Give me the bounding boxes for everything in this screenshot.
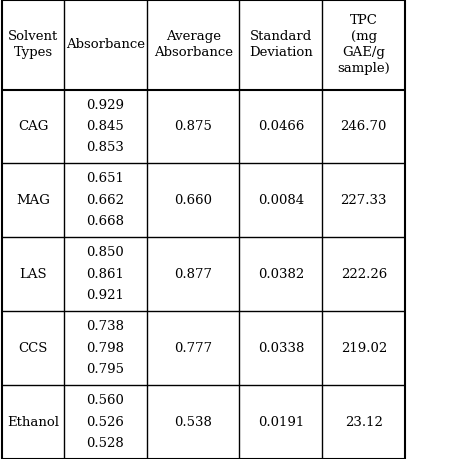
Text: 0.528: 0.528 bbox=[87, 437, 124, 450]
Text: 0.0084: 0.0084 bbox=[258, 194, 304, 207]
Text: 23.12: 23.12 bbox=[345, 415, 383, 429]
Text: 0.0191: 0.0191 bbox=[258, 415, 304, 429]
Text: 0.798: 0.798 bbox=[86, 341, 125, 355]
Text: MAG: MAG bbox=[16, 194, 50, 207]
Text: Ethanol: Ethanol bbox=[7, 415, 59, 429]
Text: 0.921: 0.921 bbox=[87, 289, 124, 302]
Text: TPC
(mg
GAE/g
sample): TPC (mg GAE/g sample) bbox=[337, 14, 390, 75]
Text: 222.26: 222.26 bbox=[341, 268, 387, 281]
Text: 0.795: 0.795 bbox=[86, 363, 125, 376]
Text: 0.845: 0.845 bbox=[87, 120, 124, 133]
Text: 0.660: 0.660 bbox=[174, 194, 212, 207]
Text: 219.02: 219.02 bbox=[341, 341, 387, 355]
Text: 0.668: 0.668 bbox=[86, 215, 125, 228]
Text: Standard
Deviation: Standard Deviation bbox=[249, 30, 313, 59]
Text: CCS: CCS bbox=[18, 341, 48, 355]
Text: LAS: LAS bbox=[19, 268, 47, 281]
Text: Absorbance: Absorbance bbox=[66, 38, 145, 51]
Text: 0.875: 0.875 bbox=[174, 120, 212, 133]
Text: 227.33: 227.33 bbox=[340, 194, 387, 207]
Text: 0.0382: 0.0382 bbox=[258, 268, 304, 281]
Text: Solvent
Types: Solvent Types bbox=[8, 30, 58, 59]
Text: 0.560: 0.560 bbox=[87, 394, 124, 407]
Text: 0.929: 0.929 bbox=[86, 99, 125, 112]
Text: 0.662: 0.662 bbox=[86, 194, 125, 207]
Text: 0.526: 0.526 bbox=[87, 415, 124, 429]
Text: 0.538: 0.538 bbox=[174, 415, 212, 429]
Text: 246.70: 246.70 bbox=[341, 120, 387, 133]
Text: CAG: CAG bbox=[18, 120, 48, 133]
Text: 0.777: 0.777 bbox=[174, 341, 212, 355]
Text: 0.651: 0.651 bbox=[87, 173, 124, 185]
Text: 0.861: 0.861 bbox=[87, 268, 124, 281]
Text: 0.738: 0.738 bbox=[86, 320, 125, 333]
Text: 0.853: 0.853 bbox=[87, 141, 124, 154]
Text: Average
Absorbance: Average Absorbance bbox=[154, 30, 233, 59]
Text: 0.850: 0.850 bbox=[87, 246, 124, 259]
Text: 0.877: 0.877 bbox=[174, 268, 212, 281]
Text: 0.0466: 0.0466 bbox=[258, 120, 304, 133]
Text: 0.0338: 0.0338 bbox=[258, 341, 304, 355]
